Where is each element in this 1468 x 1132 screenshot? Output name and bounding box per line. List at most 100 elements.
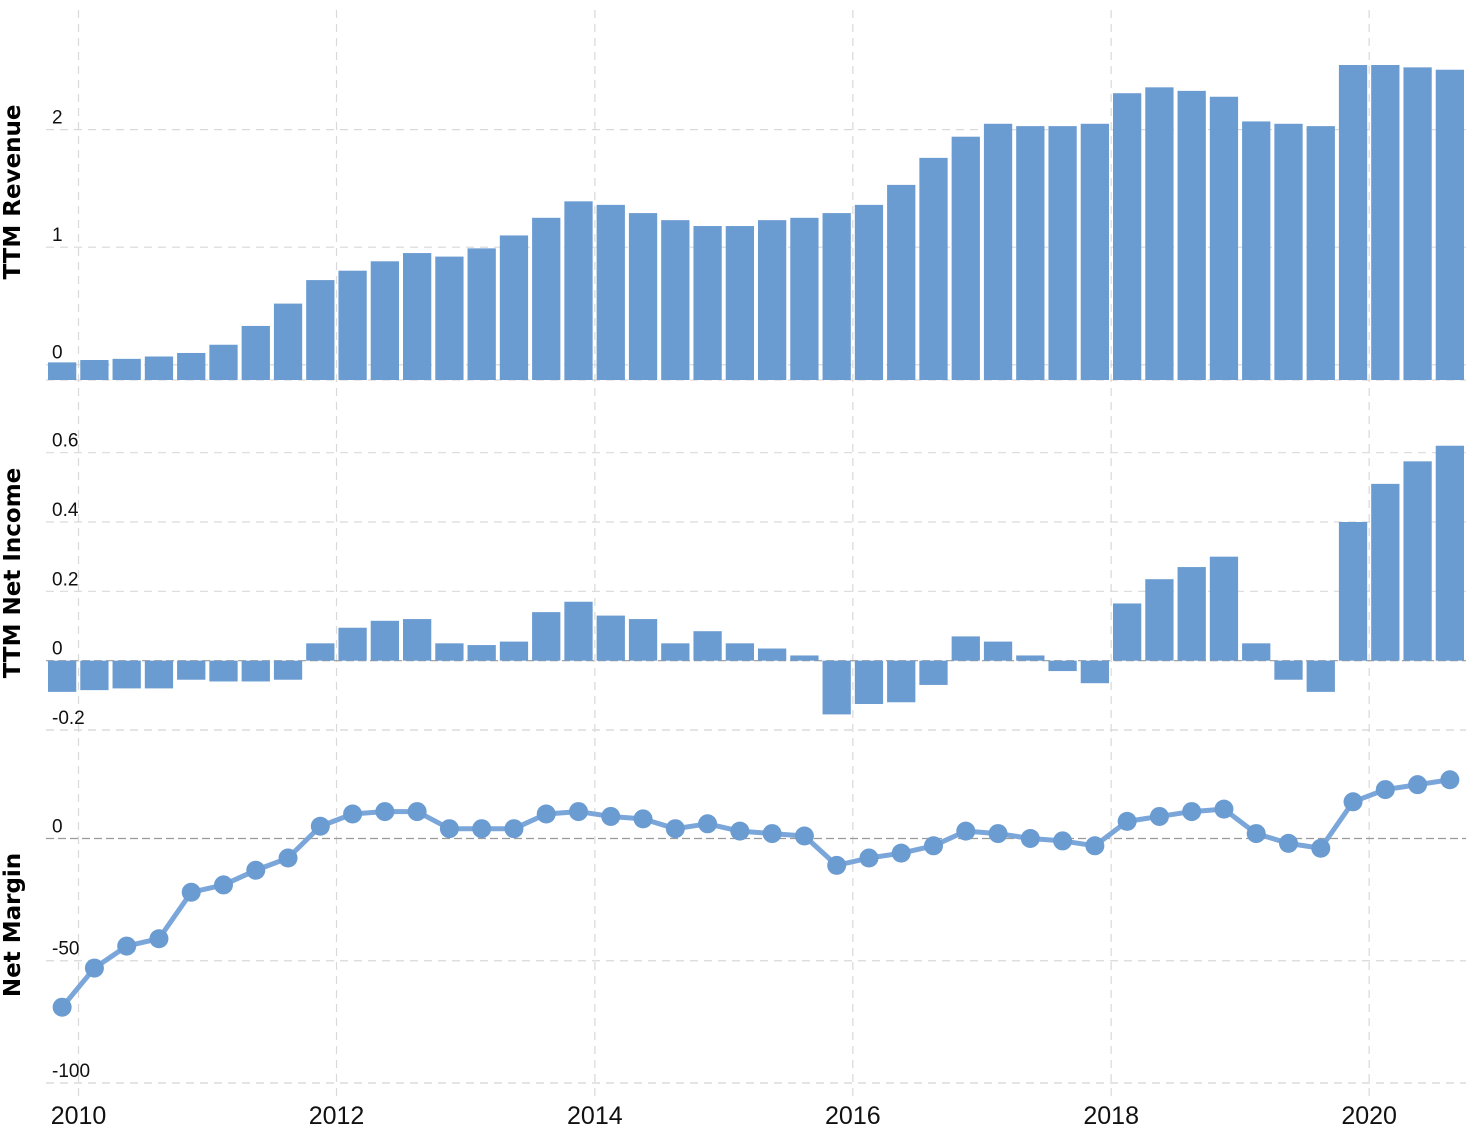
bar [661,643,690,661]
data-point [569,802,588,822]
revenue-axis-label: TTM Revenue [0,104,26,279]
bar [467,248,496,380]
data-point [794,826,814,846]
bar [48,362,77,380]
revenue-panel: 0 1 2 [48,65,1464,381]
bar [209,344,238,380]
data-point [1214,799,1234,819]
data-point [633,809,653,829]
bar [403,619,432,661]
y-tick-label: -50 [52,939,79,960]
bar [628,213,658,380]
bar [1209,96,1239,380]
bar [628,619,658,661]
data-point [859,848,879,868]
bar [854,660,884,704]
bar [790,655,819,661]
bar [1274,123,1303,380]
data-point [1311,838,1331,858]
data-point [310,816,330,836]
data-point [1182,802,1202,822]
bar [177,352,206,380]
data-point [1440,770,1460,790]
data-point [1408,775,1428,795]
bar [951,636,980,661]
bar [1242,121,1271,380]
bar [951,136,980,380]
bar [822,213,851,380]
data-point [407,802,427,822]
net-income-axis-label: TTM Net Income [0,468,26,679]
bar [1177,90,1206,381]
bar [758,648,787,661]
data-point [1053,831,1073,851]
bar [1016,126,1045,380]
bar [1435,69,1464,380]
bar [370,261,399,380]
bar [1403,461,1432,661]
bar [1371,65,1400,380]
bar [1306,126,1335,380]
data-point [343,804,363,824]
data-point [988,824,1008,844]
data-point [924,836,943,856]
net-margin-line [60,777,1451,1009]
x-tick-label: 2018 [1083,1102,1139,1130]
y-tick-label: 0 [52,343,63,364]
bar [112,358,141,380]
bar [338,270,367,380]
data-point [1085,836,1105,856]
x-tick-label: 2020 [1341,1102,1397,1130]
x-axis: 2010 2012 2014 2016 2018 2020 [51,1102,1397,1130]
bar [1403,67,1432,380]
data-point [536,804,556,824]
y-tick-label: 0.2 [52,569,78,590]
bar [887,660,916,703]
data-point [149,929,169,949]
data-point [246,860,266,880]
bar [725,226,754,380]
bar [499,641,529,661]
bar [370,620,399,661]
data-point [827,855,847,875]
y-tick-label: -100 [52,1061,90,1082]
bar [919,660,948,685]
net-margin-panel: 0 -50 -100 [52,770,1460,1082]
bar [112,660,141,689]
bar [80,360,109,380]
bar [144,660,174,689]
data-point [891,843,911,863]
bar [499,235,529,380]
bar [693,631,722,661]
bar [1113,93,1142,381]
bar [983,123,1013,380]
y-tick-label: 0 [52,816,63,837]
data-point [117,936,137,956]
bar [403,253,432,380]
data-point [1246,824,1266,844]
bar [564,201,593,380]
bar [532,612,561,661]
data-point [730,821,750,841]
bar [273,303,303,380]
bar [48,660,77,692]
bar [1306,660,1335,692]
bar [854,204,884,380]
bar [1145,87,1174,381]
bar [435,643,464,661]
data-point [181,882,201,902]
bar [209,660,238,682]
bar [790,217,819,380]
data-point [1375,780,1395,800]
data-point [375,802,395,822]
data-point [665,819,685,839]
data-point [698,814,718,834]
y-tick-label: 0.4 [52,500,79,521]
bar [1209,556,1239,661]
bar [693,226,722,380]
data-point [504,819,524,839]
bar [564,601,593,661]
y-tick-label: 2 [52,108,63,129]
bar [306,643,335,661]
